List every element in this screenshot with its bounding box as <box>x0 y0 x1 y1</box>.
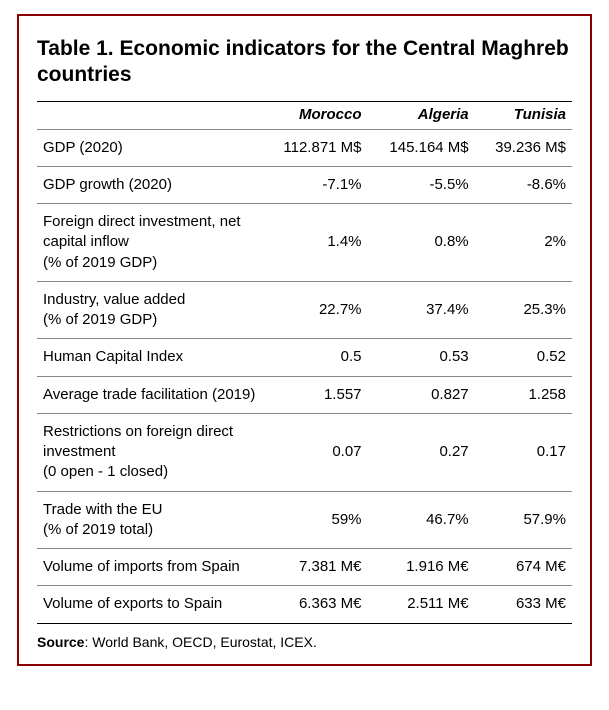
row-label: Volume of exports to Spain <box>37 586 262 623</box>
cell-morocco: 59% <box>262 491 368 549</box>
table-row: Foreign direct investment, net capital i… <box>37 204 572 282</box>
cell-morocco: 22.7% <box>262 281 368 339</box>
cell-algeria: -5.5% <box>368 166 475 203</box>
cell-tunisia: 1.258 <box>475 376 572 413</box>
cell-algeria: 1.916 M€ <box>368 549 475 586</box>
cell-algeria: 0.53 <box>368 339 475 376</box>
cell-tunisia: 674 M€ <box>475 549 572 586</box>
cell-tunisia: 0.52 <box>475 339 572 376</box>
table-row: GDP (2020) 112.871 M$ 145.164 M$ 39.236 … <box>37 129 572 166</box>
cell-morocco: 0.5 <box>262 339 368 376</box>
table-inner: Table 1. Economic indicators for the Cen… <box>19 16 590 664</box>
source-label: Source <box>37 634 84 650</box>
cell-algeria: 46.7% <box>368 491 475 549</box>
row-label: GDP growth (2020) <box>37 166 262 203</box>
cell-morocco: 7.381 M€ <box>262 549 368 586</box>
col-morocco: Morocco <box>262 101 368 129</box>
cell-algeria: 0.27 <box>368 413 475 491</box>
row-label: Average trade facilitation (2019) <box>37 376 262 413</box>
col-tunisia: Tunisia <box>475 101 572 129</box>
table-row: Industry, value added(% of 2019 GDP) 22.… <box>37 281 572 339</box>
table-row: Volume of exports to Spain 6.363 M€ 2.51… <box>37 586 572 623</box>
cell-morocco: 6.363 M€ <box>262 586 368 623</box>
cell-algeria: 145.164 M$ <box>368 129 475 166</box>
cell-tunisia: 39.236 M$ <box>475 129 572 166</box>
cell-morocco: 1.4% <box>262 204 368 282</box>
cell-tunisia: 57.9% <box>475 491 572 549</box>
cell-tunisia: 633 M€ <box>475 586 572 623</box>
source-text: : World Bank, OECD, Eurostat, ICEX. <box>84 634 316 650</box>
col-blank <box>37 101 262 129</box>
cell-algeria: 0.827 <box>368 376 475 413</box>
cell-tunisia: 0.17 <box>475 413 572 491</box>
row-label: Industry, value added(% of 2019 GDP) <box>37 281 262 339</box>
table-header-row: Morocco Algeria Tunisia <box>37 101 572 129</box>
cell-algeria: 2.511 M€ <box>368 586 475 623</box>
table-row: Human Capital Index 0.5 0.53 0.52 <box>37 339 572 376</box>
row-label: Volume of imports from Spain <box>37 549 262 586</box>
table-card: Table 1. Economic indicators for the Cen… <box>17 14 592 666</box>
cell-morocco: 1.557 <box>262 376 368 413</box>
cell-tunisia: -8.6% <box>475 166 572 203</box>
cell-morocco: 0.07 <box>262 413 368 491</box>
cell-morocco: -7.1% <box>262 166 368 203</box>
table-title: Table 1. Economic indicators for the Cen… <box>37 36 572 89</box>
cell-tunisia: 2% <box>475 204 572 282</box>
col-algeria: Algeria <box>368 101 475 129</box>
cell-tunisia: 25.3% <box>475 281 572 339</box>
table-source: Source: World Bank, OECD, Eurostat, ICEX… <box>37 624 572 650</box>
row-label: Foreign direct investment, net capital i… <box>37 204 262 282</box>
row-label: Human Capital Index <box>37 339 262 376</box>
row-label: Trade with the EU(% of 2019 total) <box>37 491 262 549</box>
table-row: Restrictions on foreign direct investmen… <box>37 413 572 491</box>
cell-morocco: 112.871 M$ <box>262 129 368 166</box>
row-label: GDP (2020) <box>37 129 262 166</box>
table-row: Volume of imports from Spain 7.381 M€ 1.… <box>37 549 572 586</box>
cell-algeria: 0.8% <box>368 204 475 282</box>
table-row: GDP growth (2020) -7.1% -5.5% -8.6% <box>37 166 572 203</box>
table-row: Trade with the EU(% of 2019 total) 59% 4… <box>37 491 572 549</box>
cell-algeria: 37.4% <box>368 281 475 339</box>
row-label: Restrictions on foreign direct investmen… <box>37 413 262 491</box>
table-row: Average trade facilitation (2019) 1.557 … <box>37 376 572 413</box>
economic-indicators-table: Morocco Algeria Tunisia GDP (2020) 112.8… <box>37 101 572 624</box>
